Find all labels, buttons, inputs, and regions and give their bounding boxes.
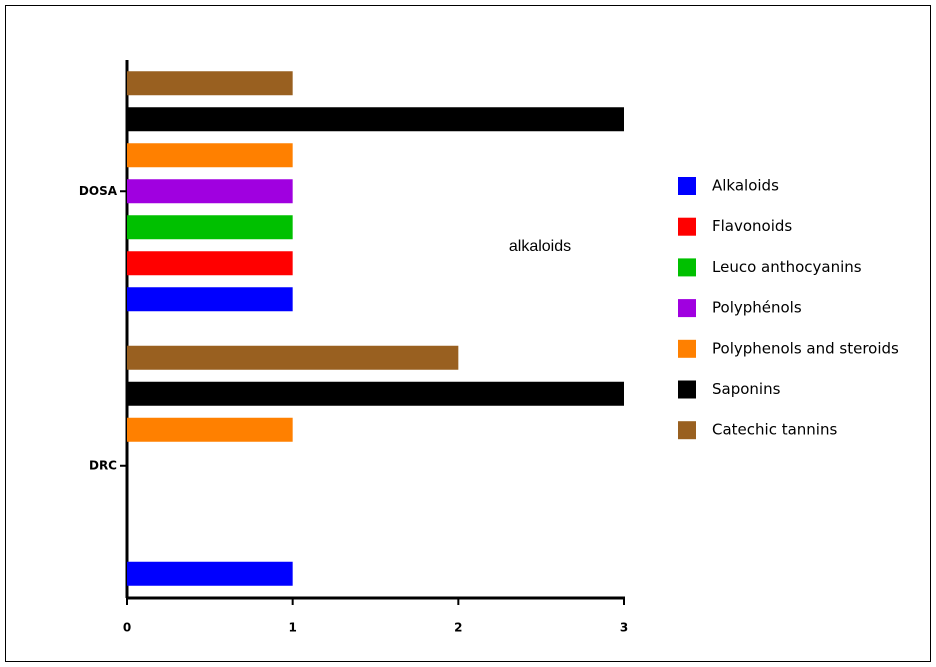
x-tick-label: 3 xyxy=(620,621,628,635)
bar xyxy=(127,561,293,586)
bar xyxy=(127,287,293,312)
legend-swatch xyxy=(678,299,696,318)
legend-swatch xyxy=(678,421,696,440)
bar xyxy=(127,417,293,442)
legend-label: Alkaloids xyxy=(712,177,779,195)
bar xyxy=(127,381,624,406)
bar xyxy=(127,71,293,96)
y-tick-label: DRC xyxy=(89,458,117,472)
bar xyxy=(127,179,293,204)
legend-label: Flavonoids xyxy=(712,217,792,235)
legend-swatch xyxy=(678,380,696,399)
legend-label: Leuco anthocyanins xyxy=(712,258,862,276)
bar xyxy=(127,215,293,240)
x-tick-label: 1 xyxy=(288,621,296,635)
x-tick-label: 2 xyxy=(454,621,462,635)
annotation: alkaloids xyxy=(509,238,571,255)
legend-swatch xyxy=(678,177,696,195)
y-tick-label: DOSA xyxy=(79,184,118,198)
bar xyxy=(127,251,293,276)
legend-swatch xyxy=(678,339,696,358)
legend-label: Saponins xyxy=(712,380,781,398)
legend-swatch xyxy=(678,217,696,236)
bar xyxy=(127,143,293,168)
legend-label: Catechic tannins xyxy=(712,421,837,439)
bar xyxy=(127,345,459,370)
bar xyxy=(127,107,624,132)
legend-label: Polyphénols xyxy=(712,299,802,317)
x-tick-label: 0 xyxy=(123,621,131,635)
frame xyxy=(5,5,931,662)
legend-label: Polyphenols and steroids xyxy=(712,339,899,357)
legend-swatch xyxy=(678,258,696,277)
